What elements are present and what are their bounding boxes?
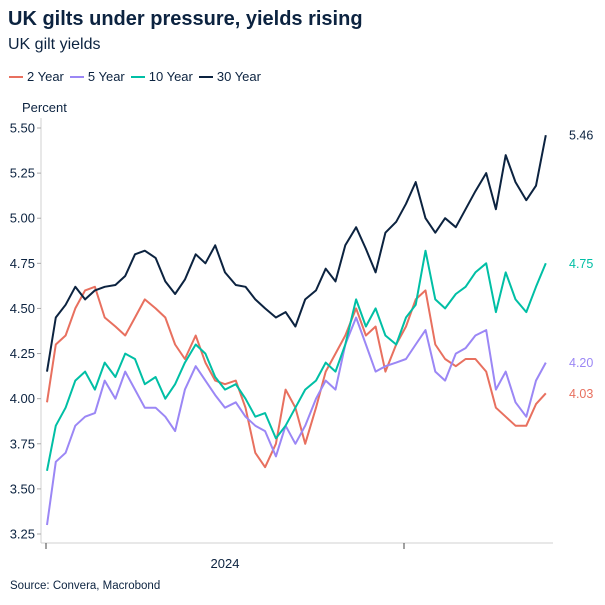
source-note: Source: Convera, Macrobond xyxy=(10,580,161,592)
y-tick-label: 4.00 xyxy=(10,391,35,406)
last-value-label: 4.75 xyxy=(569,257,593,271)
legend-label: 2 Year xyxy=(27,69,64,84)
series-line-30-year xyxy=(46,135,547,372)
legend-label: 5 Year xyxy=(87,69,125,84)
legend-swatch xyxy=(9,75,23,78)
legend-item-2y: 2 Year xyxy=(9,69,64,84)
y-tick-label: 4.75 xyxy=(10,256,35,271)
y-tick-label: 5.00 xyxy=(10,211,35,226)
legend: 2 Year 5 Year 10 Year 30 Year xyxy=(9,69,261,84)
y-axis-label: Percent xyxy=(22,100,67,115)
legend-swatch xyxy=(69,75,84,78)
y-tick-label: 4.25 xyxy=(10,346,35,361)
x-tick-label: 2024 xyxy=(211,556,240,571)
series-line-10-year xyxy=(46,249,547,471)
y-tick-label: 3.25 xyxy=(10,527,35,542)
y-tick-label: 3.75 xyxy=(10,436,35,451)
legend-item-30y: 30 Year xyxy=(198,69,261,84)
legend-label: 10 Year xyxy=(148,69,193,84)
y-tick-label: 3.50 xyxy=(10,481,35,496)
last-value-label: 5.46 xyxy=(569,129,593,143)
y-tick-label: 5.50 xyxy=(10,121,35,136)
y-tick-label: 5.25 xyxy=(10,166,35,181)
chart-title: UK gilts under pressure, yields rising xyxy=(8,8,363,30)
last-value-label: 4.20 xyxy=(569,356,593,370)
series-line-5-year xyxy=(46,316,547,526)
legend-swatch xyxy=(198,75,213,78)
last-value-label: 4.03 xyxy=(569,387,593,401)
legend-label: 30 Year xyxy=(216,69,261,84)
legend-swatch xyxy=(130,75,145,78)
legend-item-10y: 10 Year xyxy=(130,69,193,84)
y-tick-label: 4.50 xyxy=(10,301,35,316)
chart-subtitle: UK gilt yields xyxy=(8,36,101,53)
legend-item-5y: 5 Year xyxy=(69,69,125,84)
